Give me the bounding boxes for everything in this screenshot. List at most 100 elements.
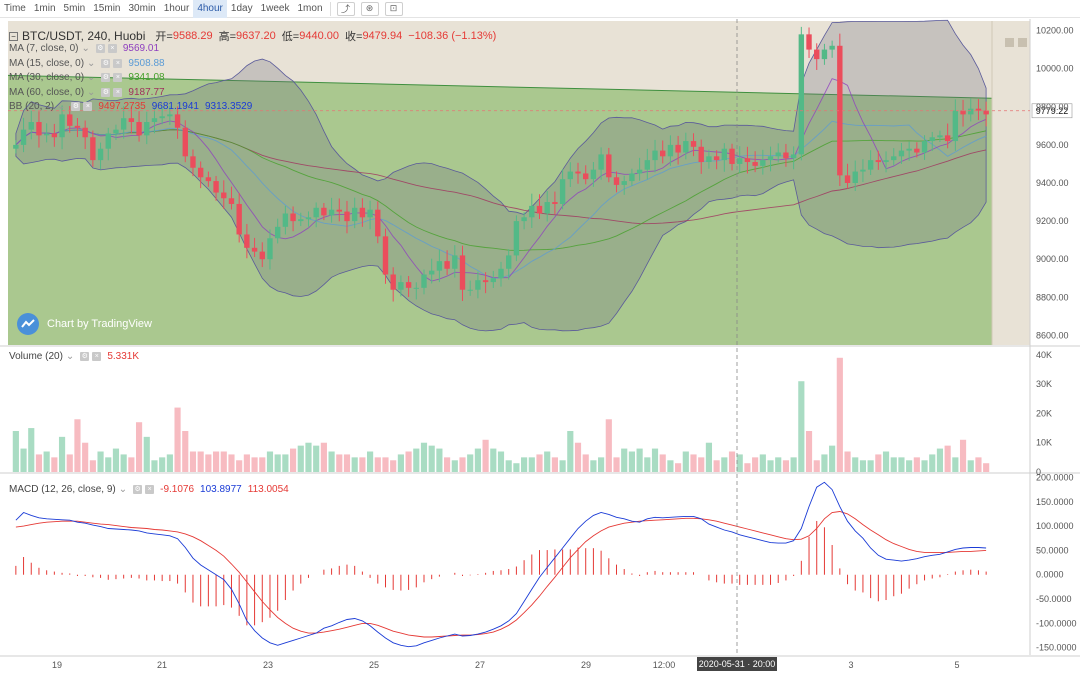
candle-body xyxy=(606,154,612,178)
volume-bar xyxy=(836,357,843,472)
settings-icon[interactable]: ⚙ xyxy=(133,485,143,494)
scroll-left-icon xyxy=(1005,38,1014,47)
settings-icon[interactable]: ⚙ xyxy=(71,102,81,111)
timeframe-1min[interactable]: 1min xyxy=(33,2,56,14)
candle-body xyxy=(513,221,520,256)
dropdown-icon[interactable]: ⌄ xyxy=(87,57,96,69)
settings-icon[interactable]: ⚙ xyxy=(101,58,111,68)
macd-tick-label: -50.0000 xyxy=(1036,594,1072,604)
volume-bar xyxy=(921,460,928,472)
settings-icon[interactable]: ⚙ xyxy=(101,87,111,97)
dropdown-icon[interactable]: ⌄ xyxy=(87,86,96,98)
volume-bar xyxy=(243,454,250,472)
volume-bar xyxy=(913,457,920,472)
volume-bar xyxy=(690,454,697,472)
candle-body xyxy=(844,175,851,183)
volume-bar xyxy=(428,445,435,472)
candle-body xyxy=(960,110,966,115)
candle-body xyxy=(760,160,766,166)
volume-bar xyxy=(143,436,150,472)
close-icon[interactable]: × xyxy=(113,87,123,97)
dropdown-icon[interactable]: ⌄ xyxy=(65,351,75,362)
candle-body xyxy=(629,173,635,182)
volume-bar xyxy=(551,457,558,472)
volume-bar xyxy=(51,457,58,472)
candle-body xyxy=(690,141,697,147)
timeframe-1mon[interactable]: 1mon xyxy=(297,2,323,14)
macd-legend: MACD (12, 26, close, 9) ⌄ ⚙ × -9.1076 103… xyxy=(9,484,289,495)
candle-body xyxy=(482,280,489,283)
candle-body xyxy=(552,202,558,204)
volume-bar xyxy=(397,454,404,472)
volume-bar xyxy=(97,451,104,472)
settings-icon[interactable]: ⚙ xyxy=(80,352,90,361)
settings-icon[interactable]: ⊡ xyxy=(384,1,403,16)
close-icon[interactable]: × xyxy=(92,352,102,361)
time-tick-label: 23 xyxy=(263,660,273,670)
volume-bar xyxy=(212,451,220,472)
timeframe-30min[interactable]: 30min xyxy=(128,2,156,14)
settings-icon[interactable]: ⚙ xyxy=(95,44,105,53)
volume-bar xyxy=(220,451,227,472)
timeframe-1week[interactable]: 1week xyxy=(260,2,290,14)
volume-bar xyxy=(813,460,820,472)
timeframe-time[interactable]: Time xyxy=(4,2,26,14)
volume-bar xyxy=(444,457,451,472)
volume-bar xyxy=(359,457,366,472)
candle-body xyxy=(182,127,188,157)
dropdown-icon[interactable]: ⌄ xyxy=(87,72,96,83)
settings-icon[interactable]: ⚙ xyxy=(101,73,111,82)
close-icon[interactable]: × xyxy=(145,485,155,494)
volume-bar xyxy=(675,463,682,472)
watermark[interactable]: Chart by TradingView xyxy=(17,313,152,335)
volume-bar xyxy=(705,442,713,472)
timeframe-4hour[interactable]: 4hour xyxy=(193,0,227,18)
candle-body xyxy=(282,213,289,227)
dropdown-icon[interactable]: ⌄ xyxy=(118,484,128,495)
candle-body xyxy=(305,217,312,220)
dropdown-icon[interactable]: ⌄ xyxy=(81,43,90,54)
candle-body xyxy=(506,255,512,269)
close-icon[interactable]: × xyxy=(113,73,123,82)
candle-body xyxy=(683,141,689,153)
volume-bar xyxy=(513,463,520,472)
timeframe-15min[interactable]: 15min xyxy=(93,2,121,14)
candle-body xyxy=(790,154,797,159)
volume-bar xyxy=(35,454,43,472)
indicator-value: 9341.08 xyxy=(128,72,165,83)
candle-body xyxy=(251,247,258,252)
chart-type-icon[interactable]: ⤴ xyxy=(336,1,355,16)
open-label: 开= xyxy=(155,31,173,43)
volume-bar xyxy=(952,457,959,472)
close-icon[interactable]: × xyxy=(83,102,93,111)
candle-body xyxy=(737,158,743,164)
close-icon[interactable]: × xyxy=(113,58,123,68)
collapse-icon[interactable]: − xyxy=(9,31,18,41)
timeframe-1day[interactable]: 1day xyxy=(230,2,253,14)
candle-body xyxy=(783,152,789,159)
candle-body xyxy=(975,108,982,111)
timeframe-5min[interactable]: 5min xyxy=(63,2,86,14)
macd-label: MACD (12, 26, close, 9) xyxy=(9,484,116,495)
volume-bar xyxy=(821,454,828,472)
indicators-icon[interactable]: ⊛ xyxy=(360,1,379,16)
candle-body xyxy=(120,118,127,130)
indicator-label: MA (7, close, 0) xyxy=(9,43,79,54)
volume-bar xyxy=(482,439,489,472)
price-tag-box xyxy=(1031,103,1073,119)
indicator-label: MA (30, close, 0) xyxy=(9,72,85,83)
volume-bar xyxy=(898,457,905,472)
volume-bar xyxy=(644,457,651,472)
volume-bar xyxy=(189,451,197,472)
candle-body xyxy=(367,209,373,218)
volume-bar xyxy=(875,454,882,472)
close-icon[interactable]: × xyxy=(107,44,117,53)
volume-bar xyxy=(528,457,535,472)
low-label: 低= xyxy=(281,31,300,43)
volume-bar xyxy=(744,463,751,472)
candle-body xyxy=(983,110,989,115)
volume-bar xyxy=(497,451,505,472)
dropdown-icon[interactable]: ⌄ xyxy=(57,101,66,112)
timeframe-1hour[interactable]: 1hour xyxy=(163,2,190,14)
candle-body xyxy=(128,118,135,123)
